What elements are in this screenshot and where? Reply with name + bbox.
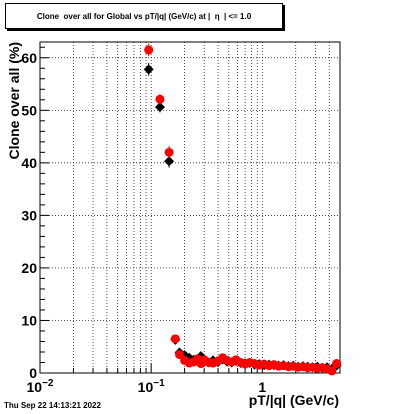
data-point: [143, 63, 154, 76]
data-marks: [143, 43, 342, 376]
y-tick-label: 30: [21, 207, 37, 223]
y-tick-label: 40: [21, 155, 37, 171]
plot-frame: [39, 41, 341, 374]
data-point: [332, 359, 342, 369]
data-point: [327, 366, 337, 376]
x-tick-label: 10−2: [27, 378, 54, 395]
tick-labels: 0 10 20 30 40 50 60 10−2 10−1 1: [21, 50, 266, 395]
data-point: [154, 101, 165, 113]
circle-marker: [175, 350, 185, 360]
data-point: [164, 146, 174, 159]
timestamp: Thu Sep 22 14:13:21 2022: [4, 401, 101, 410]
y-axis-title: Clone over all (%): [6, 42, 22, 159]
circle-marker: [164, 147, 174, 157]
data-point: [175, 350, 185, 360]
y-tick-label: 10: [21, 312, 37, 328]
y-tick-label: 60: [21, 50, 37, 66]
diamond-marker: [154, 102, 165, 113]
circle-marker: [144, 45, 154, 55]
y-tick-label: 0: [29, 365, 37, 381]
circle-marker: [332, 359, 342, 369]
x-tick-label: 1: [258, 379, 266, 395]
x-axis-title: pT/|q| (GeV/c): [249, 392, 339, 408]
data-point: [170, 334, 180, 344]
circle-marker: [170, 334, 180, 344]
y-tick-label: 50: [21, 102, 37, 118]
chart-title: Clone over all for Global vs pT/|q| (GeV…: [5, 3, 283, 29]
y-tick-label: 20: [21, 260, 37, 276]
grid-lines: [40, 42, 340, 373]
data-point: [155, 94, 165, 105]
x-tick-label: 10−1: [138, 378, 165, 395]
diamond-marker: [164, 156, 175, 167]
diamond-marker: [143, 64, 154, 75]
circle-marker: [155, 94, 165, 104]
data-point: [144, 43, 154, 57]
circle-marker: [327, 366, 337, 376]
